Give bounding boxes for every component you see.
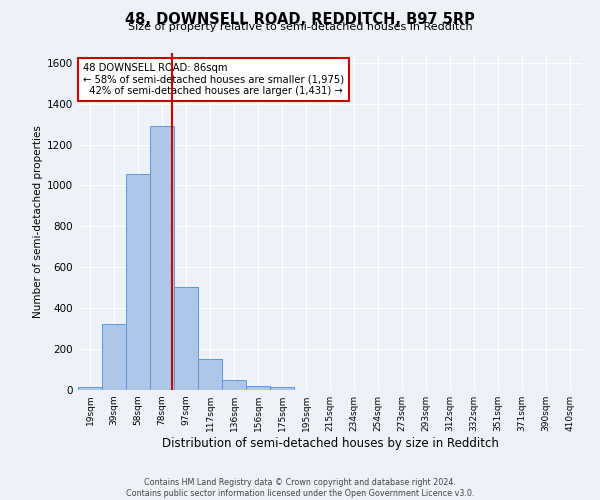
Bar	[198, 360, 222, 390]
Text: 48 DOWNSELL ROAD: 86sqm
← 58% of semi-detached houses are smaller (1,975)
  42% : 48 DOWNSELL ROAD: 86sqm ← 58% of semi-de…	[83, 62, 344, 96]
Bar	[126, 174, 150, 390]
X-axis label: Distribution of semi-detached houses by size in Redditch: Distribution of semi-detached houses by …	[161, 437, 499, 450]
Y-axis label: Number of semi-detached properties: Number of semi-detached properties	[33, 125, 43, 318]
Text: 48, DOWNSELL ROAD, REDDITCH, B97 5RP: 48, DOWNSELL ROAD, REDDITCH, B97 5RP	[125, 12, 475, 28]
Text: Contains HM Land Registry data © Crown copyright and database right 2024.
Contai: Contains HM Land Registry data © Crown c…	[126, 478, 474, 498]
Bar	[270, 387, 294, 390]
Bar	[78, 387, 102, 390]
Text: Size of property relative to semi-detached houses in Redditch: Size of property relative to semi-detach…	[128, 22, 472, 32]
Bar	[102, 324, 126, 390]
Bar	[150, 126, 174, 390]
Bar	[174, 286, 198, 390]
Bar	[222, 380, 246, 390]
Bar	[246, 386, 270, 390]
